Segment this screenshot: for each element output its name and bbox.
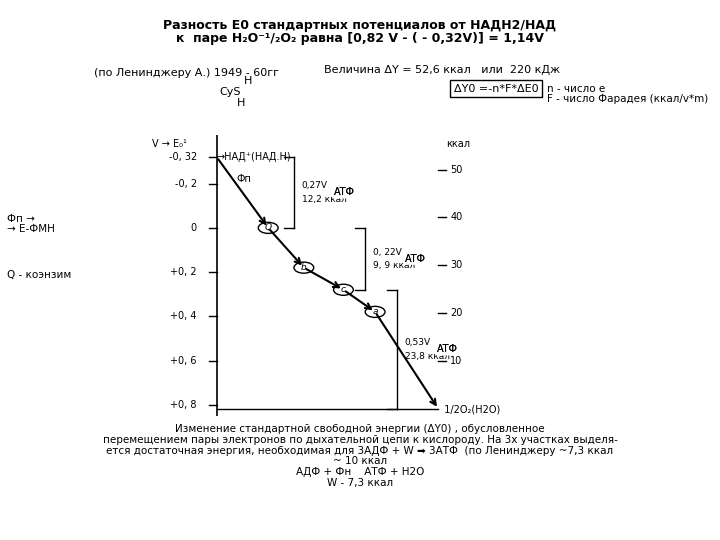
Text: ~ 10 ккал: ~ 10 ккал: [333, 456, 387, 467]
Text: a: a: [372, 307, 378, 316]
Text: V → E₀¹: V → E₀¹: [152, 139, 186, 149]
Text: 30: 30: [451, 260, 463, 271]
Text: АТФ: АТФ: [436, 345, 457, 354]
Text: Q: Q: [265, 224, 271, 232]
Text: 0, 22V: 0, 22V: [373, 248, 402, 256]
Text: H: H: [244, 76, 253, 86]
Text: Изменение стандартной свободной энергии (ΔY0) , обусловленное: Изменение стандартной свободной энергии …: [175, 424, 545, 434]
Text: АТФ: АТФ: [333, 187, 354, 198]
Text: n - число е: n - число е: [547, 84, 606, 94]
Text: АДФ + Фн    АТФ + Н2О: АДФ + Фн АТФ + Н2О: [296, 467, 424, 477]
Text: +0, 8: +0, 8: [171, 400, 197, 410]
Text: 50: 50: [451, 165, 463, 174]
Text: (по Ленинджеру А.) 1949 - 60гг: (по Ленинджеру А.) 1949 - 60гг: [94, 68, 279, 78]
Text: АТФ: АТФ: [405, 254, 426, 264]
Text: 0,53V: 0,53V: [405, 339, 431, 347]
Text: 0: 0: [191, 223, 197, 233]
Text: →НАД⁺(НАД.Н): →НАД⁺(НАД.Н): [217, 152, 292, 162]
Text: Величина ΔY = 52,6 ккал   или  220 кДж: Величина ΔY = 52,6 ккал или 220 кДж: [324, 65, 560, 75]
Text: → E-ФМН: → E-ФМН: [7, 225, 55, 234]
Text: W - 7,3 ккал: W - 7,3 ккал: [327, 478, 393, 488]
Text: 40: 40: [451, 212, 463, 222]
Text: АТФ: АТФ: [405, 254, 426, 264]
Text: 20: 20: [451, 308, 463, 318]
Text: Фп →: Фп →: [7, 214, 35, 224]
Text: Q - коэнзим: Q - коэнзим: [7, 271, 71, 280]
Text: 23,8 ккал: 23,8 ккал: [405, 352, 450, 361]
Text: 12,2 ккал: 12,2 ккал: [302, 194, 347, 204]
Text: перемещением пары электронов по дыхательной цепи к кислороду. На 3х участках выд: перемещением пары электронов по дыхатель…: [102, 435, 618, 445]
Text: Фп: Фп: [236, 174, 251, 184]
Text: Разность E0 стандартных потенциалов от НАДН2/НАД: Разность E0 стандартных потенциалов от Н…: [163, 19, 557, 32]
Text: +0, 2: +0, 2: [171, 267, 197, 277]
Text: 10: 10: [451, 356, 463, 366]
Text: 1/2O₂(H2O): 1/2O₂(H2O): [438, 404, 500, 414]
Text: ΔY0 =-n*F*ΔE0: ΔY0 =-n*F*ΔE0: [454, 84, 539, 94]
Text: b: b: [301, 263, 307, 272]
Text: -0, 2: -0, 2: [175, 179, 197, 188]
Text: H: H: [237, 98, 246, 108]
Text: 0,27V: 0,27V: [302, 181, 328, 191]
Text: +0, 4: +0, 4: [171, 311, 197, 321]
Text: c: c: [341, 285, 346, 294]
Text: АТФ: АТФ: [333, 187, 354, 198]
Text: -0, 32: -0, 32: [168, 152, 197, 162]
Text: +0, 6: +0, 6: [171, 355, 197, 366]
Text: F - число Фарадея (ккал/v*m): F - число Фарадея (ккал/v*m): [547, 94, 708, 105]
Text: АТФ: АТФ: [436, 345, 457, 354]
Text: CyS: CyS: [220, 87, 241, 97]
Text: к  паре H₂O⁻¹/₂O₂ равна [0,82 V - ( - 0,32V)] = 1,14V: к паре H₂O⁻¹/₂O₂ равна [0,82 V - ( - 0,3…: [176, 32, 544, 45]
Text: ккал: ккал: [446, 139, 470, 149]
Text: 9, 9 ккал: 9, 9 ккал: [373, 261, 415, 270]
Text: ется достаточная энергия, необходимая для 3АДФ + W ➡ 3АТФ  (по Ленинджеру ~7,3 к: ется достаточная энергия, необходимая дл…: [107, 446, 613, 456]
